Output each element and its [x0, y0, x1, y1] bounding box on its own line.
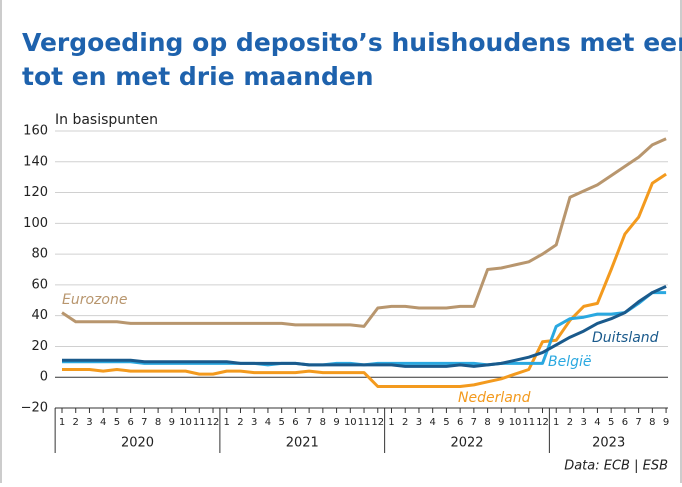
x-tick-label: 12 [536, 417, 549, 428]
series-label: België [548, 354, 592, 370]
x-tick-label: 8 [155, 417, 161, 428]
x-tick-label: 9 [663, 417, 669, 428]
y-tick-label: 80 [31, 247, 48, 262]
x-tick-label: 6 [622, 417, 628, 428]
series-label: Eurozone [62, 292, 127, 308]
source: Data: ECB | ESB [564, 459, 668, 474]
x-tick-label: 5 [114, 417, 120, 428]
y-tick-label: 120 [23, 185, 48, 200]
x-tick-label: 2 [402, 417, 408, 428]
y-tick-label: 20 [31, 339, 48, 354]
x-tick-label: 3 [86, 417, 92, 428]
x-tick-label: 2 [73, 417, 79, 428]
x-tick-label: 10 [509, 417, 522, 428]
x-tick-label: 3 [251, 417, 257, 428]
x-tick-label: 9 [498, 417, 504, 428]
chart-subtitle: In basispunten [55, 112, 158, 128]
x-tick-label: 1 [553, 417, 559, 428]
series-label: Duitsland [592, 330, 659, 346]
series-label: Nederland [458, 390, 531, 406]
x-tick-label: 9 [333, 417, 339, 428]
year-label: 2020 [121, 436, 154, 451]
y-tick-label: 60 [31, 277, 48, 292]
year-label: 2022 [450, 436, 483, 451]
x-tick-label: 11 [522, 417, 535, 428]
y-tick-label: 40 [31, 308, 48, 323]
year-label: 2023 [592, 436, 625, 451]
x-tick-label: 5 [608, 417, 614, 428]
y-tick-label: 0 [40, 370, 48, 385]
x-tick-label: 4 [429, 417, 435, 428]
x-tick-label: 4 [265, 417, 271, 428]
series-line [62, 172, 667, 388]
x-tick-label: 10 [344, 417, 357, 428]
chart-title: Vergoeding op deposito’s huishoudens met… [22, 28, 682, 91]
x-tick-label: 1 [59, 417, 65, 428]
x-tick-label: 1 [388, 417, 394, 428]
x-tick-label: 7 [306, 417, 312, 428]
x-tick-label: 6 [292, 417, 298, 428]
x-tick-label: 1 [224, 417, 230, 428]
x-tick-label: 4 [594, 417, 600, 428]
x-tick-label: 11 [193, 417, 206, 428]
x-tick-label: 5 [443, 417, 449, 428]
x-tick-label: 12 [207, 417, 220, 428]
x-tick-label: 6 [127, 417, 133, 428]
y-tick-label: −20 [21, 401, 48, 416]
x-tick-label: 7 [471, 417, 477, 428]
y-tick-label: 140 [23, 154, 48, 169]
x-tick-label: 9 [169, 417, 175, 428]
x-tick-label: 7 [635, 417, 641, 428]
x-tick-label: 2 [237, 417, 243, 428]
x-tick-label: 7 [141, 417, 147, 428]
x-tick-label: 5 [278, 417, 284, 428]
title-line: Vergoeding op deposito’s huishoudens met… [22, 28, 682, 57]
x-tick-label: 8 [320, 417, 326, 428]
x-tick-label: 4 [100, 417, 106, 428]
series-line [62, 285, 667, 368]
x-tick-label: 8 [484, 417, 490, 428]
x-tick-label: 12 [371, 417, 384, 428]
x-tick-label: 3 [416, 417, 422, 428]
x-tick-label: 2 [567, 417, 573, 428]
x-tick-label: 6 [457, 417, 463, 428]
title-line: tot en met drie maanden [22, 62, 374, 91]
x-tick-label: 11 [358, 417, 371, 428]
series-line [61, 137, 667, 328]
x-tick-label: 3 [581, 417, 587, 428]
x-tick-label: 10 [179, 417, 192, 428]
y-tick-label: 100 [23, 216, 48, 231]
x-tick-label: 8 [649, 417, 655, 428]
y-tick-label: 160 [23, 124, 48, 139]
year-label: 2021 [286, 436, 319, 451]
